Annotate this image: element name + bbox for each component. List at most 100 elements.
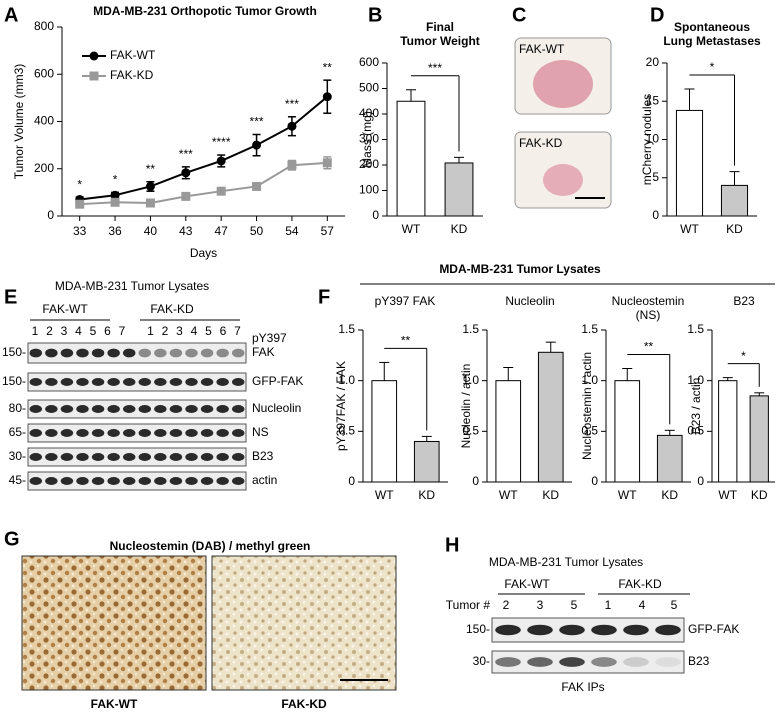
legend-marker xyxy=(89,51,99,61)
lane-label: 7 xyxy=(234,324,241,338)
blot-band xyxy=(495,657,521,667)
blot-band xyxy=(185,348,198,358)
blot-band xyxy=(29,429,43,437)
y-tick-label: 100 xyxy=(359,183,379,197)
blot-band xyxy=(122,378,136,386)
lane-label: 4 xyxy=(75,324,82,338)
lane-label: 3 xyxy=(176,324,183,338)
legend-label: FAK-KD xyxy=(110,68,154,82)
blot-label: NS xyxy=(252,425,269,439)
blot xyxy=(27,372,247,392)
blot-label: GFP-FAK xyxy=(688,622,739,636)
blot-band xyxy=(231,477,245,485)
blot-band xyxy=(91,348,105,358)
blot-band xyxy=(91,429,105,437)
x-tick-label: WT xyxy=(618,488,637,502)
x-tick-label: 50 xyxy=(250,224,264,238)
blot-band xyxy=(91,453,105,461)
bar xyxy=(413,440,440,483)
blot-band xyxy=(45,453,58,461)
data-point xyxy=(181,168,191,178)
blot-label: Nucleolin xyxy=(252,401,301,415)
data-point xyxy=(322,158,332,168)
lane-label: 5 xyxy=(205,324,212,338)
significance: *** xyxy=(285,97,299,111)
x-tick-label: 57 xyxy=(321,224,335,238)
blot-label: B23 xyxy=(688,654,710,668)
blot-band xyxy=(107,477,120,485)
y-tick-label: 0 xyxy=(591,474,598,488)
blot-band xyxy=(154,477,167,485)
blot-band xyxy=(154,453,167,461)
blot-band xyxy=(45,429,58,437)
data-point xyxy=(287,121,297,131)
y-tick-label: 0.5 xyxy=(687,424,704,438)
significance: * xyxy=(710,60,715,74)
lane-label: 4 xyxy=(191,324,198,338)
lane-label: 3 xyxy=(61,324,68,338)
blot xyxy=(27,471,247,491)
blot-band xyxy=(154,378,167,386)
significance: ** xyxy=(323,60,333,74)
blot-band xyxy=(29,477,43,485)
blot xyxy=(27,423,247,443)
y-tick-label: 1.5 xyxy=(462,322,479,336)
blot-band xyxy=(200,405,214,413)
blot-band xyxy=(91,378,105,386)
bar xyxy=(720,184,749,217)
blot-band xyxy=(200,429,214,437)
y-axis-label: Nucleolin / actin xyxy=(459,364,473,449)
blot-band xyxy=(107,453,120,461)
blot-band xyxy=(231,405,245,413)
chart-title: (NS) xyxy=(636,308,661,322)
panel-letter: B xyxy=(368,4,382,26)
blot-band xyxy=(154,429,167,437)
blot-band xyxy=(154,348,167,358)
blot-band xyxy=(216,348,229,358)
lane-label: 1 xyxy=(32,324,39,338)
mw-marker: 150- xyxy=(466,622,490,636)
y-tick-label: 0 xyxy=(697,474,704,488)
mw-marker: 30- xyxy=(473,654,490,668)
bar xyxy=(371,380,398,483)
blot-band xyxy=(107,405,120,413)
blot-band xyxy=(216,429,229,437)
bar xyxy=(614,380,641,483)
y-tick-label: 800 xyxy=(34,19,54,33)
blot-band xyxy=(495,624,521,636)
blot-band xyxy=(623,657,649,667)
x-tick-label: KD xyxy=(418,488,435,502)
lane-header: Tumor # xyxy=(446,598,491,612)
x-tick-label: KD xyxy=(661,488,678,502)
blot-band xyxy=(29,453,43,461)
blot-band xyxy=(185,378,198,386)
blot-band xyxy=(60,348,74,358)
image-label: FAK-KD xyxy=(519,136,563,150)
y-tick-label: 300 xyxy=(359,132,379,146)
blot-band xyxy=(200,348,214,358)
mw-marker: 65- xyxy=(9,425,26,439)
blot-band xyxy=(591,657,617,667)
y-tick-label: 400 xyxy=(359,106,379,120)
blot-band xyxy=(231,348,245,358)
panel-letter: A xyxy=(4,4,18,26)
bar xyxy=(396,100,426,217)
lane-label: 1 xyxy=(147,324,154,338)
panel-letter: G xyxy=(4,528,20,550)
chart-title: Lung Metastases xyxy=(663,34,761,48)
chart-title: Final xyxy=(426,20,454,34)
y-tick-label: 1.0 xyxy=(687,373,704,387)
significance: * xyxy=(113,173,118,187)
blot xyxy=(27,342,247,364)
blot xyxy=(491,617,685,643)
blot-band xyxy=(231,429,245,437)
blot-band xyxy=(185,453,198,461)
blot-band xyxy=(216,453,229,461)
blot-band xyxy=(655,657,681,667)
mw-marker: 150- xyxy=(2,345,26,359)
blot-band xyxy=(76,477,89,485)
blot-band xyxy=(200,378,214,386)
y-tick-label: 20 xyxy=(646,55,660,69)
bar xyxy=(495,380,522,483)
legend-label: FAK-WT xyxy=(110,48,156,62)
